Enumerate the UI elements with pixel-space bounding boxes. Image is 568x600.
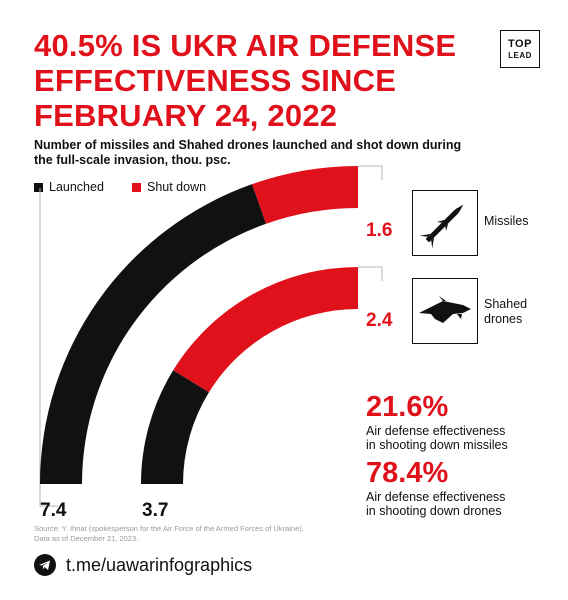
legend-label-launched: Launched bbox=[49, 180, 104, 194]
bar-launched-drones bbox=[141, 370, 209, 484]
missile-icon bbox=[419, 204, 464, 249]
legend-item-shot-down: Shut down bbox=[132, 180, 206, 194]
chart-arcs bbox=[40, 166, 358, 484]
source-note: Source: Y. Ihnat (spokesperson for the A… bbox=[34, 524, 304, 543]
missile-icon-box bbox=[412, 190, 478, 256]
value-label-launched-missiles: 7.4 bbox=[40, 500, 67, 521]
value-label-launched-drones: 3.7 bbox=[142, 500, 168, 521]
footer-link[interactable]: t.me/uawarinfographics bbox=[34, 554, 252, 576]
legend-item-launched: Launched bbox=[34, 180, 104, 194]
bar-launched-missiles bbox=[40, 184, 267, 484]
value-label-shot-down-missiles: 1.6 bbox=[366, 220, 392, 241]
guide-line-drones bbox=[358, 266, 383, 281]
legend-label-shot-down: Shut down bbox=[147, 180, 207, 194]
stat-drones-description: Air defense effectiveness in shooting do… bbox=[366, 490, 506, 518]
stat-missiles-percent: 21.6% bbox=[366, 391, 449, 423]
stat-drones: 78.4% Air defense effectiveness in shoot… bbox=[366, 458, 505, 518]
guide-line-left bbox=[39, 188, 58, 507]
chart-value-labels: 7.4 1.6 3.7 2.4 bbox=[40, 220, 393, 521]
chart-subtitle: Number of missiles and Shahed drones lau… bbox=[34, 138, 462, 167]
top-lead-logo: TOP LEAD bbox=[500, 30, 540, 68]
legend-swatch-shot-down bbox=[132, 182, 141, 192]
stat-drones-percent: 78.4% bbox=[366, 457, 449, 489]
bar-shot-down-missiles bbox=[252, 166, 358, 224]
telegram-link[interactable]: t.me/uawarinfographics bbox=[66, 554, 253, 575]
shahed-drone-icon bbox=[419, 296, 471, 323]
category-label-shahed-drones: Shahed drones bbox=[484, 297, 528, 326]
legend-swatch-launched bbox=[34, 182, 43, 192]
guide-line-missiles bbox=[358, 165, 383, 180]
logo-bottom-text: LEAD bbox=[508, 50, 532, 60]
page-title: 40.5% IS UKR AIR DEFENSE EFFECTIVENESS S… bbox=[34, 28, 457, 133]
stat-missiles-description: Air defense effectiveness in shooting do… bbox=[366, 424, 508, 452]
telegram-icon bbox=[34, 554, 56, 576]
category-label-missiles: Missiles bbox=[484, 214, 529, 228]
stat-missiles: 21.6% Air defense effectiveness in shoot… bbox=[366, 392, 508, 452]
logo-top-text: TOP bbox=[508, 37, 532, 50]
value-label-shot-down-drones: 2.4 bbox=[366, 310, 393, 331]
shahed-drone-icon-box bbox=[412, 278, 478, 344]
bar-shot-down-drones bbox=[173, 267, 358, 393]
leader-lines bbox=[39, 165, 383, 507]
